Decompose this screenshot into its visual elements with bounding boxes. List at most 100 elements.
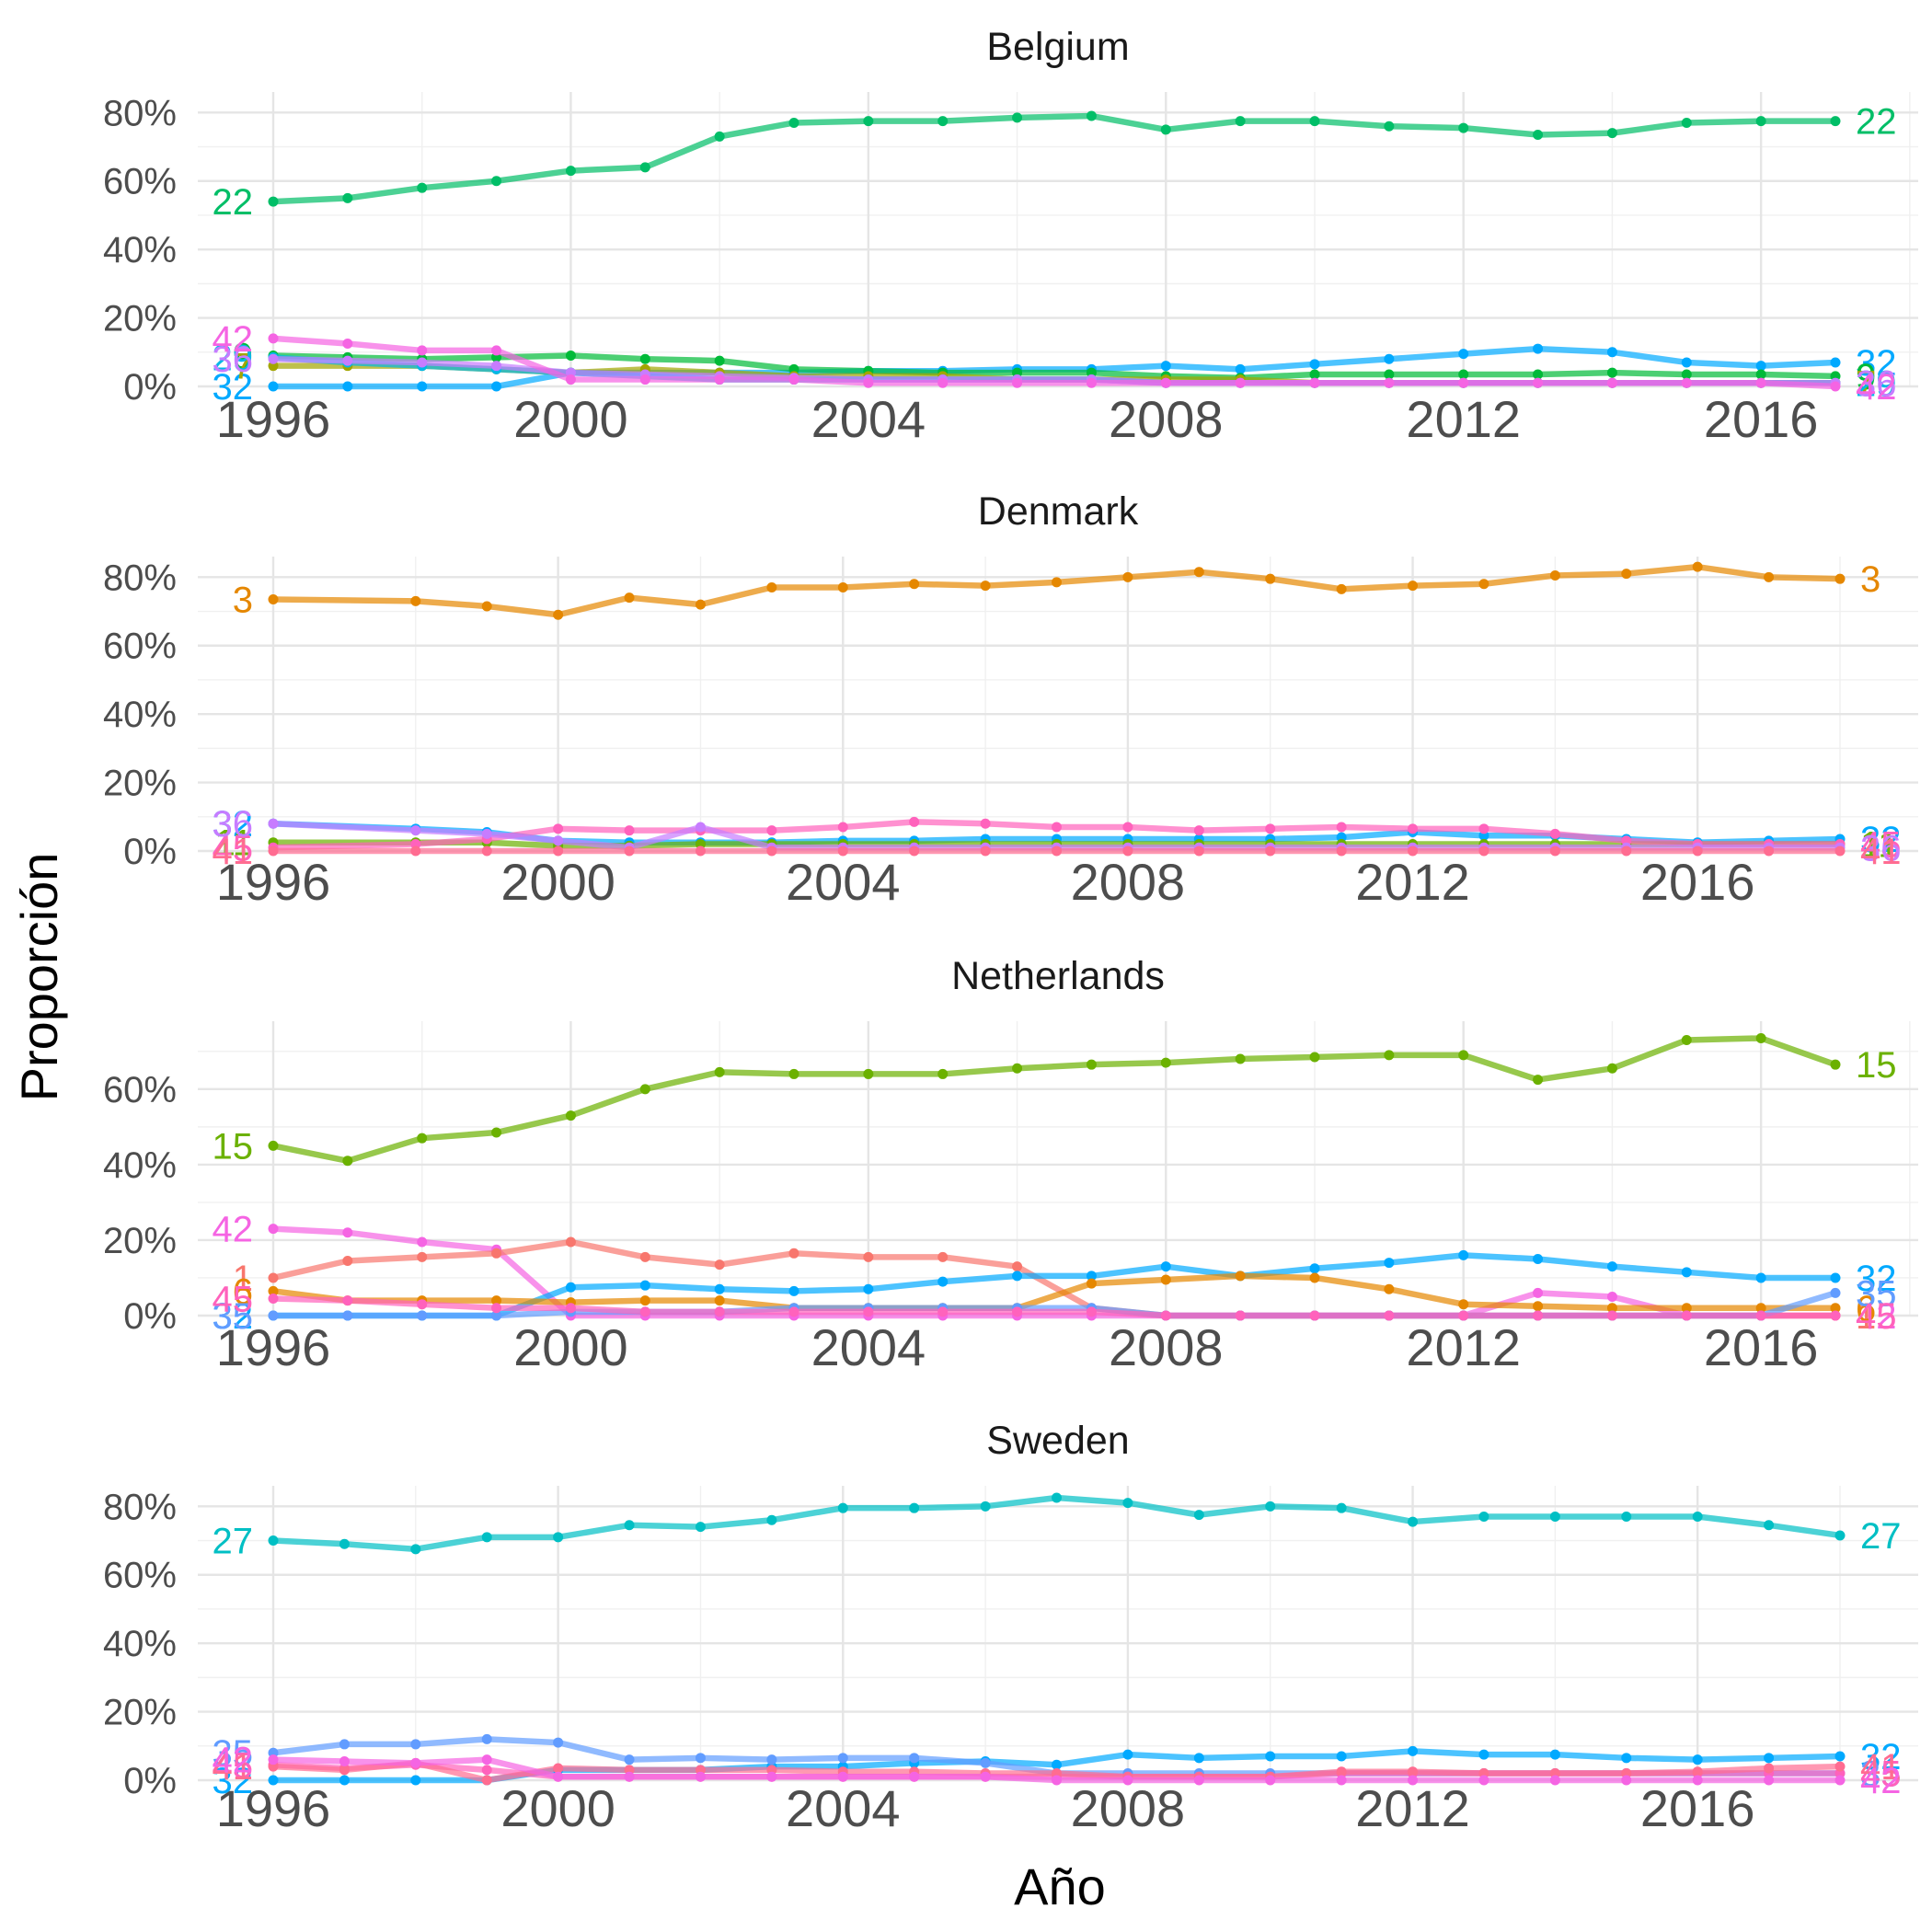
- data-point: [788, 1068, 799, 1079]
- data-point: [339, 1775, 350, 1786]
- data-point: [481, 601, 492, 612]
- y-tick-label: 60%: [103, 1070, 177, 1110]
- data-point: [1384, 1283, 1395, 1294]
- data-point: [1122, 822, 1133, 833]
- data-point: [937, 1276, 949, 1287]
- data-point: [639, 1084, 650, 1095]
- data-point: [863, 1251, 874, 1262]
- y-tick-label: 20%: [103, 1221, 177, 1261]
- data-point: [624, 845, 635, 857]
- series-label-start: 32: [213, 1296, 254, 1337]
- data-point: [1265, 573, 1276, 584]
- data-point: [1549, 845, 1560, 857]
- data-point: [1408, 845, 1419, 857]
- data-point: [1533, 1253, 1544, 1264]
- data-point: [481, 1532, 492, 1543]
- data-point: [909, 1753, 920, 1764]
- series-label-end: 35: [1860, 1754, 1902, 1795]
- data-point: [980, 1771, 991, 1782]
- y-tick-label: 60%: [103, 1556, 177, 1596]
- data-point: [909, 579, 920, 590]
- data-point: [788, 117, 799, 128]
- data-point: [1764, 845, 1775, 857]
- data-point: [481, 845, 492, 857]
- data-point: [417, 182, 428, 193]
- x-tick-label: 2004: [786, 853, 901, 911]
- data-point: [1834, 1761, 1846, 1772]
- data-point: [491, 1310, 502, 1321]
- series-41: 41 41: [213, 832, 1902, 872]
- y-tick-label: 80%: [103, 93, 177, 133]
- series-label-end: 3: [1860, 559, 1880, 600]
- series-22: 22 22: [213, 102, 1897, 223]
- data-point: [491, 1295, 502, 1306]
- data-point: [1606, 1063, 1617, 1074]
- data-point: [714, 1066, 725, 1077]
- data-point: [837, 1771, 848, 1782]
- data-point: [837, 581, 848, 592]
- data-point: [1012, 112, 1023, 123]
- data-point: [1606, 128, 1617, 139]
- data-point: [863, 1283, 874, 1294]
- data-point: [417, 1236, 428, 1248]
- panel-title: Netherlands: [951, 954, 1165, 998]
- data-point: [1533, 130, 1544, 141]
- data-point: [1533, 1287, 1544, 1298]
- y-tick-label: 0%: [123, 367, 177, 408]
- data-point: [1755, 1272, 1766, 1283]
- panel-netherlands: Netherlands 0% 20% 40% 60% 1996 2000 2004 2008 20…: [103, 954, 1918, 1376]
- data-point: [553, 1771, 564, 1782]
- series-label-start: 41: [213, 1747, 254, 1788]
- data-point: [1052, 1759, 1062, 1770]
- data-point: [1830, 1303, 1841, 1314]
- x-tick-label: 2008: [1071, 853, 1186, 911]
- x-tick-label: 2012: [1406, 1318, 1521, 1376]
- data-point: [268, 594, 279, 605]
- data-point: [1606, 347, 1617, 358]
- series-label-start: 32: [213, 1761, 254, 1801]
- data-point: [1681, 377, 1692, 388]
- data-point: [1384, 1258, 1395, 1269]
- data-point: [695, 1771, 706, 1782]
- data-point: [1549, 1775, 1560, 1786]
- data-point: [1458, 1249, 1469, 1260]
- data-point: [342, 381, 353, 392]
- data-point: [909, 1502, 920, 1513]
- data-point: [1681, 1035, 1692, 1046]
- data-point: [1384, 377, 1395, 388]
- series-label-end: 15: [1856, 1045, 1897, 1086]
- data-point: [339, 1756, 350, 1767]
- data-point: [1235, 1310, 1246, 1321]
- y-tick-label: 80%: [103, 1487, 177, 1527]
- data-point: [1764, 1753, 1775, 1764]
- data-point: [417, 1299, 428, 1310]
- data-point: [639, 1280, 650, 1291]
- data-point: [1012, 377, 1023, 388]
- series-label-start: 41: [213, 832, 254, 872]
- data-point: [980, 845, 991, 857]
- data-point: [491, 1127, 502, 1138]
- data-point: [1606, 1291, 1617, 1302]
- series-line: [272, 112, 1835, 205]
- data-point: [1458, 369, 1469, 380]
- data-point: [1764, 1520, 1775, 1531]
- data-point: [1478, 1749, 1489, 1760]
- series-27: 27 27: [213, 1492, 1902, 1562]
- panel-denmark: Denmark 0% 20% 40% 60% 80% 1996 2000 2004 2008 201…: [103, 489, 1918, 911]
- data-point: [491, 361, 502, 372]
- data-point: [268, 1294, 279, 1305]
- y-tick-label: 40%: [103, 1624, 177, 1664]
- y-tick-label: 40%: [103, 695, 177, 735]
- data-point: [410, 825, 421, 836]
- data-point: [491, 381, 502, 392]
- data-point: [1458, 349, 1469, 360]
- data-point: [1336, 845, 1347, 857]
- x-tick-label: 2004: [786, 1779, 901, 1837]
- series-label-start: 45: [213, 1280, 254, 1320]
- data-point: [639, 1251, 650, 1262]
- data-point: [837, 822, 848, 833]
- data-point: [553, 1532, 564, 1543]
- data-point: [268, 1285, 279, 1296]
- data-point: [1681, 1267, 1692, 1278]
